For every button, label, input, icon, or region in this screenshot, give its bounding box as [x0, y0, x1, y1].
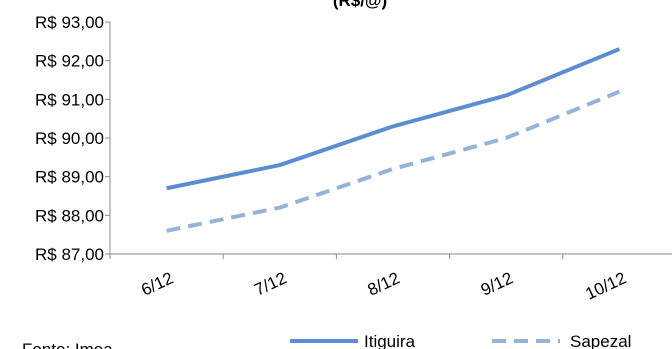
legend-label-sapezal: Sapezal: [570, 332, 631, 349]
x-tick-label: 9/12: [478, 268, 516, 299]
x-tick-label: 6/12: [138, 268, 176, 299]
y-tick-label: R$ 90,00: [35, 129, 104, 148]
y-tick-label: R$ 87,00: [35, 245, 104, 264]
y-tick-label: R$ 91,00: [35, 90, 104, 109]
source-note: Fonte: Imea: [22, 340, 113, 349]
series-lines: [166, 47, 621, 233]
series-line-sapezal: [166, 89, 621, 233]
legend: Itiguira Sapezal: [290, 332, 631, 349]
x-tick-label: 7/12: [251, 268, 289, 299]
y-axis-ticks: R$ 87,00 R$ 88,00 R$ 89,00 R$ 90,00 R$ 91,00…: [35, 13, 110, 264]
y-tick-label: R$ 92,00: [35, 52, 104, 71]
x-axis-ticks: 6/12 7/12 8/12 9/12 10/12: [109, 254, 630, 304]
series-line-itiguira: [166, 47, 621, 191]
y-tick-label: R$ 93,00: [35, 13, 104, 32]
x-tick-label: 10/12: [583, 268, 630, 303]
x-tick-label: 8/12: [365, 268, 403, 299]
y-tick-label: R$ 89,00: [35, 168, 104, 187]
y-tick-label: R$ 88,00: [35, 206, 104, 225]
chart-title: (R$/@): [333, 0, 387, 10]
legend-label-itiguira: Itiguira: [364, 332, 416, 349]
